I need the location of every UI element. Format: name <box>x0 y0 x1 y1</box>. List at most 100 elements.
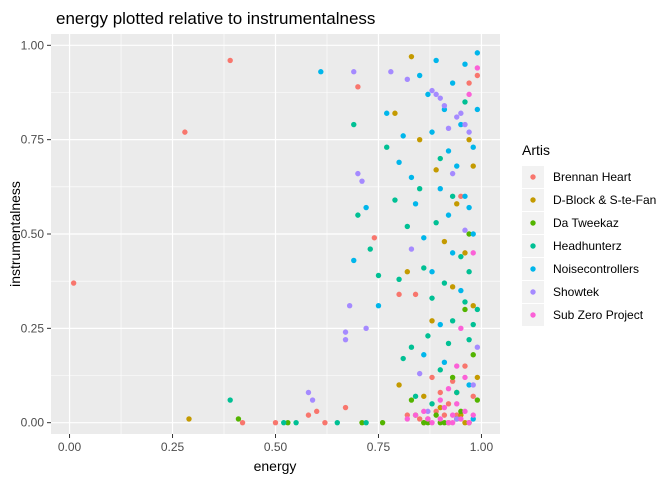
data-point-noisecontrollers <box>421 235 427 241</box>
x-tick-label: 0.75 <box>367 440 391 454</box>
y-tick-label: 0.75 <box>21 133 45 147</box>
data-point-headhunterz <box>351 121 357 128</box>
data-point-showtek <box>449 170 456 177</box>
data-point-showtek <box>359 178 365 184</box>
data-point-da-tweekaz <box>462 306 468 313</box>
data-point-showtek <box>433 91 439 98</box>
data-point-noisecontrollers <box>454 163 460 169</box>
data-point-headhunterz <box>449 318 456 324</box>
data-point-showtek <box>445 125 452 132</box>
data-point-showtek <box>458 110 464 116</box>
data-point-sub-zero-project <box>458 416 464 422</box>
data-point-noisecontrollers <box>474 106 481 113</box>
data-point-showtek <box>416 370 423 377</box>
data-point-showtek <box>454 416 460 422</box>
data-point-sub-zero-project <box>462 374 468 381</box>
data-point-d-block-s-te-fan <box>466 136 472 143</box>
data-point-showtek <box>342 329 349 335</box>
data-point-d-block-s-te-fan <box>470 302 476 309</box>
data-point-headhunterz <box>466 336 472 343</box>
data-point-noisecontrollers <box>466 204 472 211</box>
y-tick-label: 1.00 <box>21 38 45 52</box>
data-point-sub-zero-project <box>470 250 476 256</box>
data-point-showtek <box>351 69 357 75</box>
data-point-headhunterz <box>392 197 398 203</box>
data-point-headhunterz <box>408 344 415 350</box>
data-point-headhunterz <box>474 306 481 313</box>
data-point-brennan-heart <box>239 419 246 426</box>
data-point-headhunterz <box>367 246 373 252</box>
data-point-brennan-heart <box>305 412 312 418</box>
data-point-showtek <box>441 102 448 109</box>
x-tick-label: 0.50 <box>264 440 288 454</box>
data-point-headhunterz <box>421 265 427 271</box>
data-point-headhunterz <box>466 269 472 275</box>
legend-swatch-noisecontrollers <box>530 266 536 272</box>
y-tick-label: 0.25 <box>21 321 45 335</box>
data-point-noisecontrollers <box>437 321 443 328</box>
data-point-headhunterz <box>470 321 476 328</box>
legend-swatch-d-block-s-te-fan <box>530 197 536 203</box>
data-point-showtek <box>470 382 476 388</box>
data-point-showtek <box>462 227 468 233</box>
data-point-noisecontrollers <box>425 91 431 98</box>
data-point-brennan-heart <box>449 378 456 384</box>
x-axis-label: energy <box>254 458 297 474</box>
data-point-showtek <box>342 336 349 343</box>
data-point-showtek <box>305 389 312 396</box>
data-point-da-tweekaz <box>466 231 472 237</box>
data-point-showtek <box>363 325 369 332</box>
data-point-noisecontrollers <box>470 416 476 422</box>
data-point-d-block-s-te-fan <box>462 419 468 426</box>
legend-label-headhunterz: Headhunterz <box>553 239 622 253</box>
data-point-da-tweekaz <box>425 419 431 426</box>
x-axis-ticks: 0.00 0.25 0.50 0.75 1.00 <box>58 434 494 454</box>
data-point-sub-zero-project <box>425 416 431 422</box>
data-point-headhunterz <box>429 401 435 407</box>
data-point-headhunterz <box>400 355 406 362</box>
data-point-headhunterz <box>227 397 233 403</box>
data-point-headhunterz <box>363 419 369 426</box>
data-point-showtek <box>462 121 468 128</box>
data-point-sub-zero-project <box>458 325 464 332</box>
data-point-headhunterz <box>425 333 431 339</box>
x-tick-label: 0.25 <box>161 440 185 454</box>
data-point-noisecontrollers <box>466 382 472 388</box>
data-point-sub-zero-project <box>404 416 411 422</box>
data-point-brennan-heart <box>313 408 320 415</box>
data-point-noisecontrollers <box>458 287 464 294</box>
data-point-noisecontrollers <box>449 250 456 256</box>
legend-title: Artis <box>522 142 550 158</box>
legend-swatch-showtek <box>530 289 536 295</box>
data-point-showtek <box>454 114 460 120</box>
data-point-showtek <box>474 344 481 350</box>
data-point-brennan-heart <box>272 419 279 426</box>
legend-swatch-brennan-heart <box>530 174 536 180</box>
data-point-da-tweekaz <box>474 397 481 403</box>
data-point-noisecontrollers <box>449 80 456 86</box>
data-point-headhunterz <box>416 186 423 192</box>
data-point-noisecontrollers <box>400 133 406 139</box>
data-point-brennan-heart <box>404 412 411 418</box>
data-point-brennan-heart <box>466 80 472 86</box>
data-point-brennan-heart <box>227 57 233 64</box>
data-point-headhunterz <box>429 295 435 301</box>
data-point-sub-zero-project <box>441 404 448 411</box>
data-point-headhunterz <box>404 223 411 230</box>
data-point-noisecontrollers <box>384 110 390 116</box>
data-point-noisecontrollers <box>470 144 476 150</box>
data-point-d-block-s-te-fan <box>392 110 398 116</box>
data-point-showtek <box>425 408 431 415</box>
data-point-sub-zero-project <box>449 419 456 426</box>
data-point-sub-zero-project <box>437 397 443 403</box>
data-point-da-tweekaz <box>433 412 439 418</box>
data-point-noisecontrollers <box>416 72 423 79</box>
data-point-headhunterz <box>355 212 361 218</box>
data-point-sub-zero-project <box>412 412 419 418</box>
chart-title: energy plotted relative to instrumentaln… <box>56 9 375 28</box>
legend-items: Brennan Heart D-Block & S-te-Fan Da Tweeka… <box>522 166 656 326</box>
data-point-headhunterz <box>462 299 468 305</box>
legend-label-showtek: Showtek <box>553 285 600 299</box>
x-tick-label: 1.00 <box>470 440 494 454</box>
